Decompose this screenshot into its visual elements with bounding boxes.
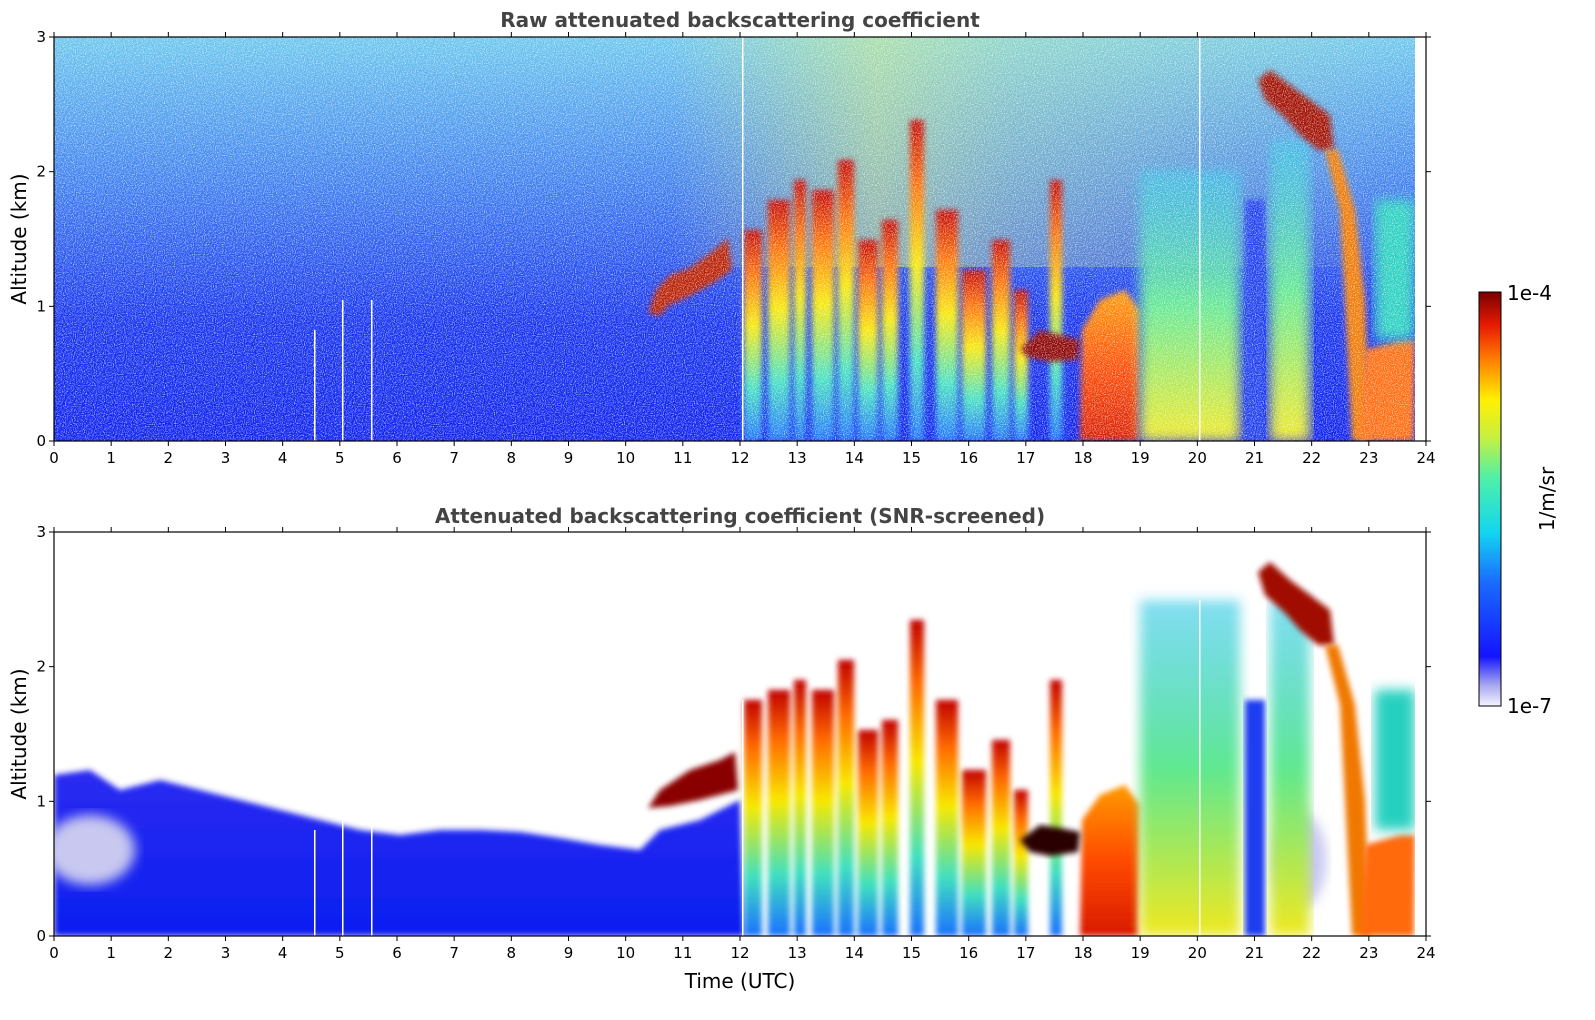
x-tick-label: 7: [449, 944, 459, 962]
y-tick-label: 1: [36, 297, 46, 315]
x-tick-label: 8: [507, 449, 517, 467]
snr-screened-panel: Attenuated backscattering coefficient (S…: [7, 504, 1436, 993]
panel1-y-axis: 0 1 2 3: [36, 28, 1431, 450]
x-tick-label: 2: [164, 449, 174, 467]
x-tick-label: 16: [959, 944, 978, 962]
x-tick-label: 19: [1131, 449, 1150, 467]
x-tick-label: 3: [221, 944, 231, 962]
x-tick-label: 1: [106, 944, 116, 962]
x-tick-label: 18: [1073, 449, 1092, 467]
colorbar-max-label: 1e-4: [1507, 281, 1552, 305]
y-tick-label: 2: [36, 658, 46, 676]
x-tick-label: 9: [564, 449, 574, 467]
snr-screened-heatmap: [54, 532, 1426, 936]
x-tick-label: 2: [164, 944, 174, 962]
x-tick-label: 13: [788, 449, 807, 467]
y-tick-label: 3: [36, 28, 46, 46]
panel1-title: Raw attenuated backscattering coefficien…: [500, 8, 980, 32]
x-tick-label: 11: [673, 944, 692, 962]
x-tick-label: 18: [1073, 944, 1092, 962]
y-tick-label: 2: [36, 163, 46, 181]
colorbar-unit-label: 1/m/sr: [1535, 466, 1559, 531]
x-axis-label: Time (UTC): [684, 969, 796, 993]
x-tick-label: 4: [278, 449, 288, 467]
x-tick-label: 23: [1359, 944, 1378, 962]
x-tick-label: 7: [449, 449, 459, 467]
x-tick-label: 22: [1302, 449, 1321, 467]
x-tick-label: 24: [1416, 449, 1435, 467]
panel2-y-axis: 0 1 2 3: [36, 523, 1431, 945]
x-tick-label: 24: [1416, 944, 1435, 962]
x-tick-label: 5: [335, 449, 345, 467]
x-tick-label: 17: [1016, 944, 1035, 962]
x-tick-label: 20: [1188, 449, 1207, 467]
x-tick-label: 1: [106, 449, 116, 467]
x-tick-label: 13: [788, 944, 807, 962]
x-tick-label: 15: [902, 449, 921, 467]
x-tick-label: 23: [1359, 449, 1378, 467]
x-tick-label: 0: [49, 944, 59, 962]
x-tick-label: 16: [959, 449, 978, 467]
colorbar-gradient: [1478, 291, 1502, 707]
x-tick-label: 5: [335, 944, 345, 962]
x-tick-label: 6: [392, 449, 402, 467]
panel2-y-axis-label: Altitude (km): [7, 668, 31, 799]
x-tick-label: 19: [1131, 944, 1150, 962]
y-tick-label: 0: [36, 927, 46, 945]
x-tick-label: 11: [673, 449, 692, 467]
x-tick-label: 14: [845, 944, 864, 962]
y-tick-label: 3: [36, 523, 46, 541]
x-tick-label: 21: [1245, 449, 1264, 467]
raw-backscatter-panel: Raw attenuated backscattering coefficien…: [7, 8, 1436, 467]
x-tick-label: 17: [1016, 449, 1035, 467]
x-tick-label: 14: [845, 449, 864, 467]
x-tick-label: 15: [902, 944, 921, 962]
x-tick-label: 10: [616, 449, 635, 467]
panel1-x-axis: 0 1 2 3 4 5 6 7 8 9 10 11 12 13 14 15 16 17 18 19 20 21 22 23 24: [49, 32, 1436, 467]
panel1-y-axis-label: Altitude (km): [7, 173, 31, 304]
raw-backscatter-heatmap: [54, 37, 1426, 441]
x-tick-label: 20: [1188, 944, 1207, 962]
x-tick-label: 12: [730, 449, 749, 467]
x-tick-label: 4: [278, 944, 288, 962]
x-tick-label: 0: [49, 449, 59, 467]
x-tick-label: 6: [392, 944, 402, 962]
x-tick-label: 21: [1245, 944, 1264, 962]
x-tick-label: 3: [221, 449, 231, 467]
x-tick-label: 9: [564, 944, 574, 962]
x-tick-label: 8: [507, 944, 517, 962]
colorbar: 1e-4 1e-7 1/m/sr: [1478, 281, 1559, 718]
x-tick-label: 22: [1302, 944, 1321, 962]
y-tick-label: 0: [36, 432, 46, 450]
panel2-x-axis: 0 1 2 3 4 5 6 7 8 9 10 11 12 13 14 15 16 17 18 19 20 21 22 23 24: [49, 527, 1436, 962]
panel2-title: Attenuated backscattering coefficient (S…: [435, 504, 1045, 528]
colorbar-min-label: 1e-7: [1507, 694, 1552, 718]
x-tick-label: 10: [616, 944, 635, 962]
snr-cloud-streaks: [744, 620, 1062, 936]
x-tick-label: 12: [730, 944, 749, 962]
y-tick-label: 1: [36, 792, 46, 810]
